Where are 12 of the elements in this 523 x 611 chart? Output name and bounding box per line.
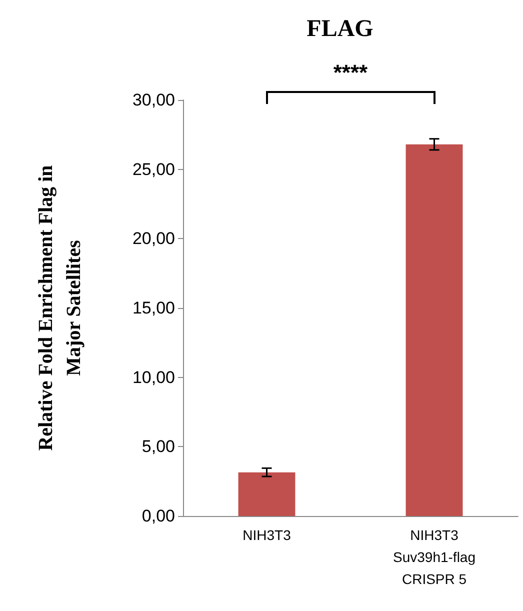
y-tick-label: 30,00 bbox=[132, 90, 175, 110]
y-tick-label: 10,00 bbox=[132, 368, 175, 387]
y-tick-label: 5,00 bbox=[142, 437, 175, 456]
y-tick-label: 25,00 bbox=[132, 160, 175, 179]
y-axis-title: Relative Fold Enrichment Flag in Major Satellites bbox=[35, 165, 85, 451]
chart-title: FLAG bbox=[306, 16, 374, 42]
x-tick-label: NIH3T3 bbox=[242, 527, 292, 543]
x-tick-label: NIH3T3 Suv39h1-flag CRISPR 5 bbox=[392, 527, 476, 587]
y-tick-label: 0,00 bbox=[142, 506, 175, 526]
text: **** bbox=[333, 60, 368, 86]
y-tick-label: 20,00 bbox=[132, 229, 175, 248]
y-tick-label: 15,00 bbox=[132, 298, 175, 318]
